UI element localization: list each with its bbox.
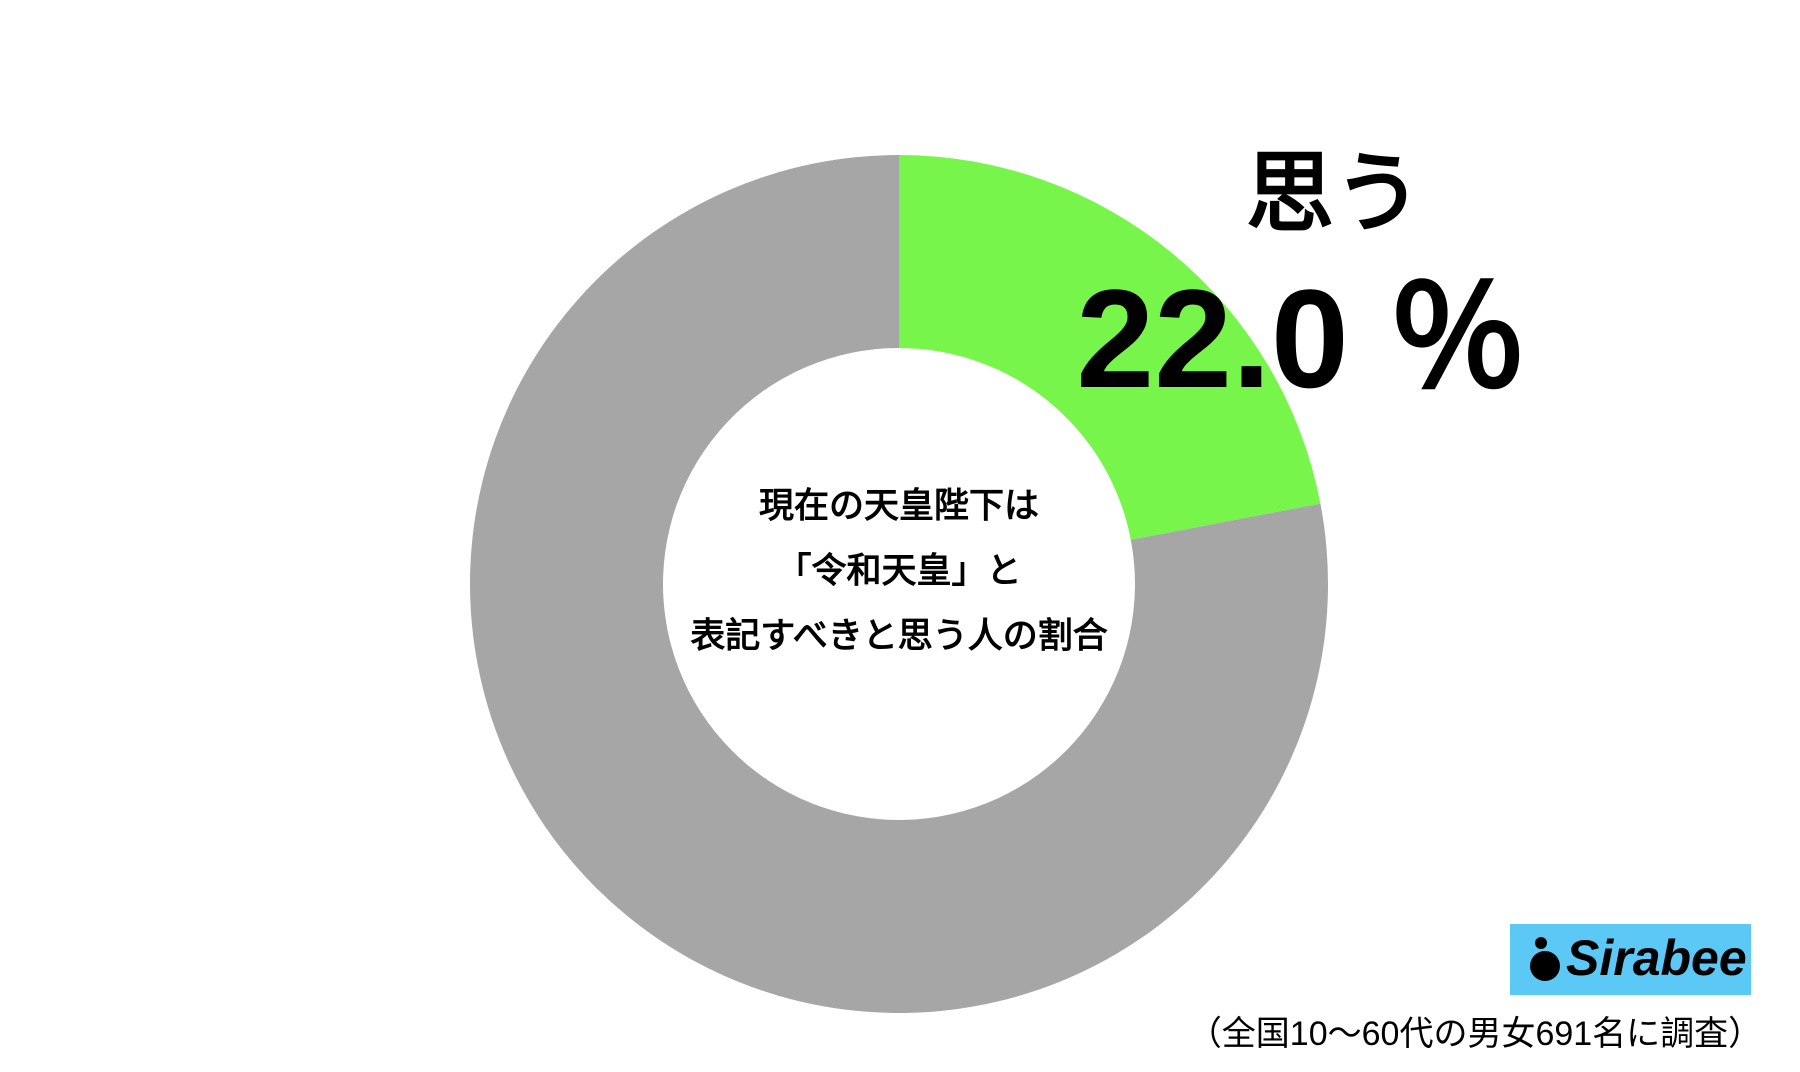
logo-text: Sirabee [1566,930,1747,986]
center-text: 現在の天皇陛下は [759,486,1039,525]
center-text: 「令和天皇」と [776,551,1021,590]
slice-label: 思う [1246,143,1422,242]
center-text: 表記すべきと思う人の割合 [690,616,1108,655]
note: （全国10〜60代の男女691名に調査） [1188,1015,1762,1053]
value-label: 22.0 ％ [1076,260,1527,417]
donut-slice [899,155,1321,540]
logo: Sirabee [1510,924,1751,995]
logo-icon-dot [1535,937,1547,949]
logo-icon [1530,951,1560,981]
donut-slice [469,155,1328,1014]
